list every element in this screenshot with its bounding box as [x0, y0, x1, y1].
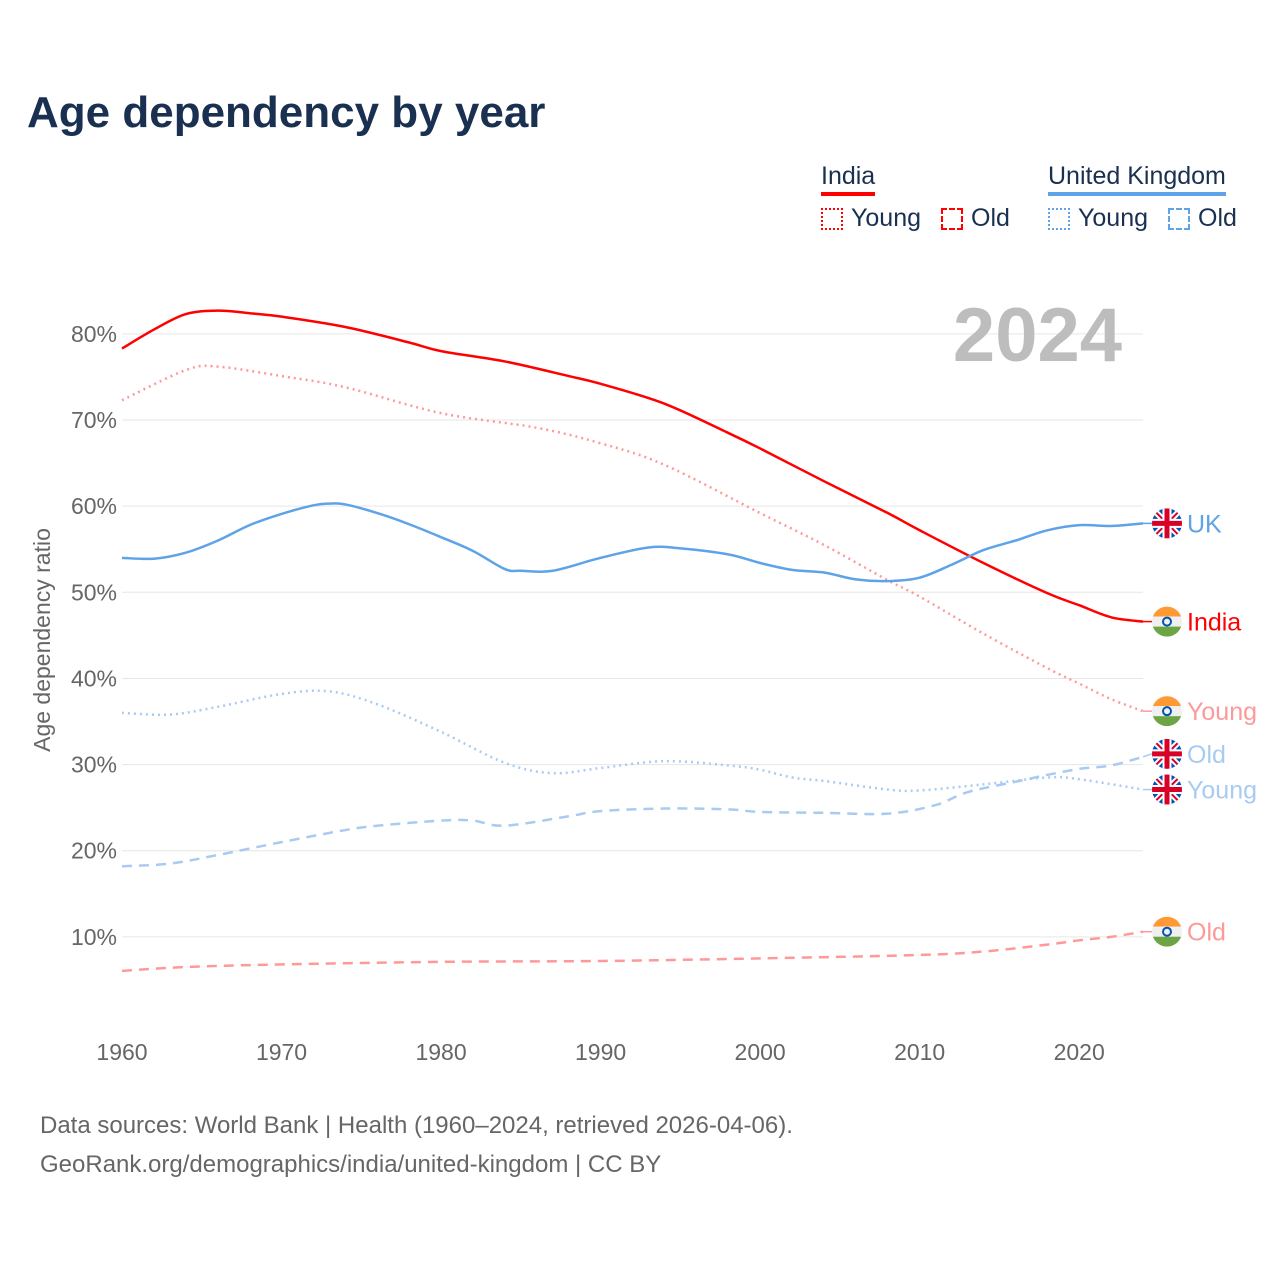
- dashed-swatch-icon: [1168, 207, 1190, 230]
- flag-stripe: [1152, 916, 1182, 927]
- series-line-india-old: [121, 930, 1144, 973]
- end-label-group: Old: [1152, 738, 1226, 769]
- end-label: UK: [1187, 510, 1222, 538]
- source-line: Data sources: World Bank | Health (1960–…: [40, 1112, 793, 1139]
- series-line-united-kingdom: [121, 502, 1144, 583]
- series-line-india: [121, 309, 1144, 623]
- x-tick-label: 1960: [96, 1039, 147, 1065]
- india-flag-icon: [1152, 696, 1182, 727]
- flag-stripe: [1152, 706, 1182, 717]
- legend-uk-label[interactable]: United Kingdom: [1048, 162, 1226, 196]
- dotted-swatch-icon: [821, 207, 843, 230]
- uk-flag-icon: [1152, 738, 1182, 769]
- legend-india-young[interactable]: Young: [851, 204, 921, 232]
- y-tick-label: 80%: [71, 321, 117, 347]
- legend-india-label[interactable]: India: [821, 162, 876, 196]
- dashed-swatch-icon: [941, 207, 963, 230]
- legend-india[interactable]: India Young Old: [821, 162, 1024, 233]
- chakra: [1162, 706, 1172, 717]
- flag-cross-red: [1152, 738, 1182, 769]
- series-line-united-kingdom-young: [121, 689, 1144, 793]
- india-flag-icon: [1152, 606, 1182, 637]
- end-label-group: Young: [1152, 774, 1257, 805]
- end-label: Young: [1187, 777, 1257, 805]
- uk-flag-icon: [1152, 508, 1182, 539]
- x-tick-label: 1980: [415, 1039, 466, 1065]
- end-label: India: [1187, 609, 1241, 637]
- flag-stripe: [1152, 696, 1182, 707]
- end-label-group: Old: [1152, 916, 1226, 947]
- series-line-united-kingdom-old: [121, 755, 1144, 868]
- y-tick-label: 50%: [71, 579, 117, 605]
- end-label: Young: [1187, 698, 1257, 726]
- end-connector: [1142, 753, 1153, 758]
- y-tick-label: 40%: [71, 665, 117, 691]
- legend-uk[interactable]: United Kingdom Young Old: [1048, 162, 1251, 233]
- y-tick-label: 10%: [71, 924, 117, 950]
- flag-stripe: [1152, 606, 1182, 617]
- x-tick-label: 2010: [894, 1039, 945, 1065]
- x-tick-label: 2000: [735, 1039, 786, 1065]
- x-tick-label: 1990: [575, 1039, 626, 1065]
- flag-cross-red: [1152, 774, 1182, 805]
- x-tick-label: 2020: [1054, 1039, 1105, 1065]
- legend-uk-old[interactable]: Old: [1198, 204, 1237, 232]
- y-tick-label: 30%: [71, 752, 117, 778]
- chakra: [1162, 926, 1172, 937]
- flag-stripe: [1152, 716, 1182, 727]
- x-tick-label: 1970: [256, 1039, 307, 1065]
- chart-title: Age dependency by year: [27, 88, 546, 137]
- y-tick-label: 20%: [71, 838, 117, 864]
- year-watermark: 2024: [952, 293, 1122, 378]
- flag-stripe: [1152, 936, 1182, 947]
- flag-cross-red: [1152, 508, 1182, 539]
- uk-flag-icon: [1152, 774, 1182, 805]
- end-label-group: Young: [1152, 696, 1257, 727]
- flag-stripe: [1152, 626, 1182, 637]
- sources: Data sources: World Bank | Health (1960–…: [40, 1106, 793, 1184]
- end-label: Old: [1187, 741, 1226, 769]
- y-tick-label: 70%: [71, 407, 117, 433]
- end-label-group: UK: [1152, 508, 1222, 539]
- series-line-india-young: [121, 364, 1144, 713]
- y-tick-label: 60%: [71, 493, 117, 519]
- end-label-group: India: [1152, 606, 1241, 637]
- dotted-swatch-icon: [1048, 207, 1070, 230]
- source-link[interactable]: GeoRank.org/demographics/india/united-ki…: [40, 1151, 662, 1178]
- legend-uk-young[interactable]: Young: [1078, 204, 1148, 232]
- legend-india-old[interactable]: Old: [971, 204, 1010, 232]
- chakra: [1162, 616, 1172, 627]
- flag-stripe: [1152, 926, 1182, 937]
- india-flag-icon: [1152, 916, 1182, 947]
- flag-stripe: [1152, 616, 1182, 627]
- y-axis-label: Age dependency ratio: [29, 528, 55, 752]
- end-label: Old: [1187, 919, 1226, 947]
